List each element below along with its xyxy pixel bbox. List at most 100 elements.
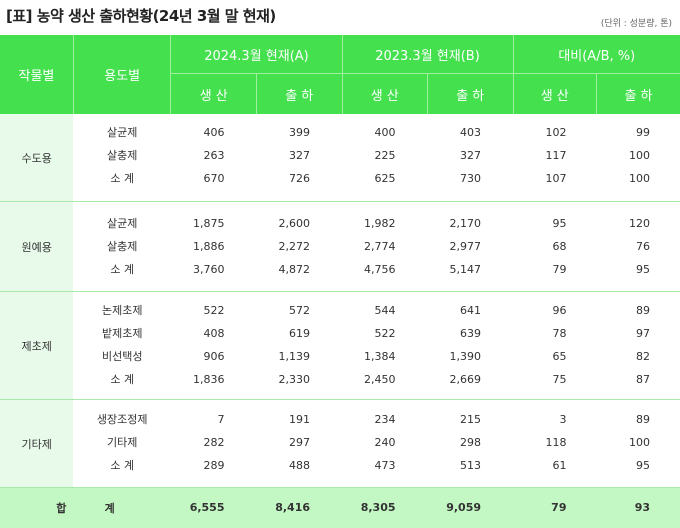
value-a-ship: 619 xyxy=(256,322,342,345)
use-label: 살충제 xyxy=(73,144,171,167)
value-a-prod: 670 xyxy=(171,167,257,190)
crop-category: 원예용 xyxy=(0,202,73,292)
total-c-ship: 93 xyxy=(596,488,680,528)
value-a-ship: 488 xyxy=(256,454,342,477)
value-b-prod: 1,384 xyxy=(342,345,428,368)
value-a-prod: 282 xyxy=(171,431,257,454)
value-c-ship: 76 xyxy=(596,235,680,258)
value-b-prod: 2,450 xyxy=(342,368,428,391)
value-c-prod: 102 xyxy=(513,121,596,144)
table-title: [표] 농약 생산 출하현황(24년 3월 말 현재) xyxy=(6,5,276,26)
value-b-ship: 2,170 xyxy=(428,212,514,235)
value-a-prod: 522 xyxy=(171,299,257,322)
value-c-ship: 120 xyxy=(596,212,680,235)
value-b-ship: 2,977 xyxy=(428,235,514,258)
header-group-c: 대비(A/B, %) xyxy=(513,35,680,74)
value-a-prod: 1,875 xyxy=(171,212,257,235)
value-c-prod: 75 xyxy=(513,368,596,391)
value-c-prod: 117 xyxy=(513,144,596,167)
value-b-prod: 400 xyxy=(342,121,428,144)
total-c-prod: 79 xyxy=(513,488,596,528)
value-c-prod: 68 xyxy=(513,235,596,258)
value-a-ship: 297 xyxy=(256,431,342,454)
use-label: 소 계 xyxy=(73,454,171,477)
use-label: 밭제초제 xyxy=(73,322,171,345)
use-label: 논제초제 xyxy=(73,299,171,322)
value-c-ship: 100 xyxy=(596,167,680,190)
value-a-ship: 2,600 xyxy=(256,212,342,235)
total-b-prod: 8,305 xyxy=(342,488,428,528)
value-c-prod: 95 xyxy=(513,212,596,235)
header-a-prod: 생 산 xyxy=(171,74,257,115)
use-label: 살균제 xyxy=(73,212,171,235)
total-label: 합 계 xyxy=(0,488,171,528)
value-b-ship: 1,390 xyxy=(428,345,514,368)
header-b-prod: 생 산 xyxy=(342,74,428,115)
value-a-ship: 2,330 xyxy=(256,368,342,391)
value-a-prod: 1,886 xyxy=(171,235,257,258)
value-b-prod: 2,774 xyxy=(342,235,428,258)
header-a-ship: 출 하 xyxy=(256,74,342,115)
value-b-ship: 513 xyxy=(428,454,514,477)
value-b-prod: 234 xyxy=(342,408,428,431)
value-a-prod: 906 xyxy=(171,345,257,368)
value-b-prod: 473 xyxy=(342,454,428,477)
value-c-ship: 100 xyxy=(596,431,680,454)
value-c-prod: 65 xyxy=(513,345,596,368)
crop-category: 제초제 xyxy=(0,292,73,400)
value-a-ship: 191 xyxy=(256,408,342,431)
value-a-ship: 572 xyxy=(256,299,342,322)
total-a-ship: 8,416 xyxy=(256,488,342,528)
value-b-ship: 215 xyxy=(428,408,514,431)
value-c-prod: 79 xyxy=(513,258,596,281)
value-b-ship: 2,669 xyxy=(428,368,514,391)
value-a-prod: 7 xyxy=(171,408,257,431)
header-c-ship: 출 하 xyxy=(596,74,680,115)
unit-note: (단위 : 성분량, 톤) xyxy=(601,16,672,29)
value-b-ship: 730 xyxy=(428,167,514,190)
use-label: 소 계 xyxy=(73,368,171,391)
value-b-ship: 327 xyxy=(428,144,514,167)
value-a-ship: 726 xyxy=(256,167,342,190)
pesticide-table: 작물별 용도별 2024.3월 현재(A) 2023.3월 현재(B) 대비(A… xyxy=(0,35,680,528)
value-b-prod: 1,982 xyxy=(342,212,428,235)
value-a-ship: 327 xyxy=(256,144,342,167)
use-label: 소 계 xyxy=(73,258,171,281)
header-group-b: 2023.3월 현재(B) xyxy=(342,35,513,74)
crop-category: 수도용 xyxy=(0,114,73,202)
value-b-ship: 403 xyxy=(428,121,514,144)
value-a-ship: 4,872 xyxy=(256,258,342,281)
value-c-ship: 89 xyxy=(596,299,680,322)
value-c-prod: 78 xyxy=(513,322,596,345)
value-b-ship: 641 xyxy=(428,299,514,322)
value-a-prod: 408 xyxy=(171,322,257,345)
value-b-prod: 4,756 xyxy=(342,258,428,281)
value-c-prod: 3 xyxy=(513,408,596,431)
total-b-ship: 9,059 xyxy=(428,488,514,528)
value-b-prod: 544 xyxy=(342,299,428,322)
use-label: 기타제 xyxy=(73,431,171,454)
value-c-ship: 95 xyxy=(596,454,680,477)
use-label: 살충제 xyxy=(73,235,171,258)
value-b-ship: 639 xyxy=(428,322,514,345)
use-label: 비선택성 xyxy=(73,345,171,368)
header-group-a: 2024.3월 현재(A) xyxy=(171,35,342,74)
use-label: 소 계 xyxy=(73,167,171,190)
crop-category: 기타제 xyxy=(0,400,73,488)
value-a-prod: 3,760 xyxy=(171,258,257,281)
value-b-ship: 298 xyxy=(428,431,514,454)
value-a-ship: 1,139 xyxy=(256,345,342,368)
value-c-ship: 97 xyxy=(596,322,680,345)
value-a-prod: 1,836 xyxy=(171,368,257,391)
value-a-prod: 263 xyxy=(171,144,257,167)
header-use: 용도별 xyxy=(73,35,171,114)
value-b-prod: 225 xyxy=(342,144,428,167)
value-b-prod: 240 xyxy=(342,431,428,454)
value-a-prod: 289 xyxy=(171,454,257,477)
value-c-prod: 107 xyxy=(513,167,596,190)
value-c-ship: 89 xyxy=(596,408,680,431)
